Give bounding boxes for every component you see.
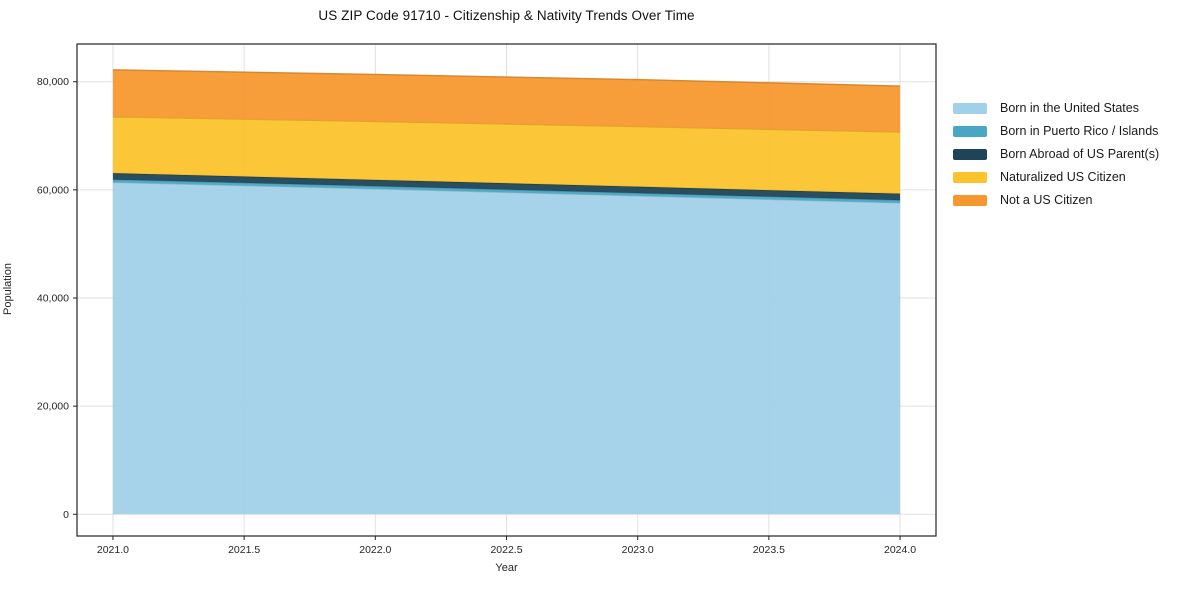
legend-swatch	[953, 149, 987, 160]
legend-swatch	[953, 172, 987, 183]
x-tick-label: 2023.5	[753, 544, 785, 556]
area-series	[112, 69, 901, 133]
chart-title: US ZIP Code 91710 - Citizenship & Nativi…	[318, 8, 695, 23]
y-tick-label: 80,000	[37, 76, 69, 88]
x-tick-label: 2021.5	[228, 544, 260, 556]
y-axis-label: Population	[2, 263, 14, 315]
legend-item: Not a US Citizen	[953, 193, 1159, 207]
y-tick-label: 0	[63, 509, 69, 521]
legend-item: Naturalized US Citizen	[953, 170, 1159, 184]
legend-swatch	[953, 103, 987, 114]
legend-label: Naturalized US Citizen	[1000, 170, 1126, 184]
y-tick-label: 60,000	[37, 184, 69, 196]
legend-label: Not a US Citizen	[1000, 193, 1093, 207]
chart-legend: Born in the United States Born in Puerto …	[953, 101, 1160, 207]
legend-item: Born in Puerto Rico / Islands	[953, 124, 1159, 138]
legend-swatch	[953, 195, 987, 206]
legend-item: Born Abroad of US Parent(s)	[953, 147, 1160, 161]
area-series	[112, 179, 901, 203]
y-tick-label: 20,000	[37, 401, 69, 413]
area-series	[112, 182, 901, 515]
area-series	[112, 116, 901, 194]
area-series	[112, 173, 901, 201]
area-series-edge	[112, 69, 901, 87]
x-axis-label: Year	[495, 562, 518, 574]
x-tick-label: 2023.0	[622, 544, 654, 556]
x-tick-label: 2022.5	[490, 544, 522, 556]
x-tick-label: 2022.0	[359, 544, 391, 556]
legend-swatch	[953, 126, 987, 137]
y-tick-label: 40,000	[37, 293, 69, 305]
x-tick-label: 2021.0	[97, 544, 129, 556]
legend-label: Born in Puerto Rico / Islands	[1000, 124, 1159, 138]
legend-label: Born Abroad of US Parent(s)	[1000, 147, 1160, 161]
x-tick-label: 2024.0	[884, 544, 916, 556]
legend-label: Born in the United States	[1000, 101, 1139, 115]
area-series-edge	[112, 181, 901, 204]
legend-item: Born in the United States	[953, 101, 1159, 115]
